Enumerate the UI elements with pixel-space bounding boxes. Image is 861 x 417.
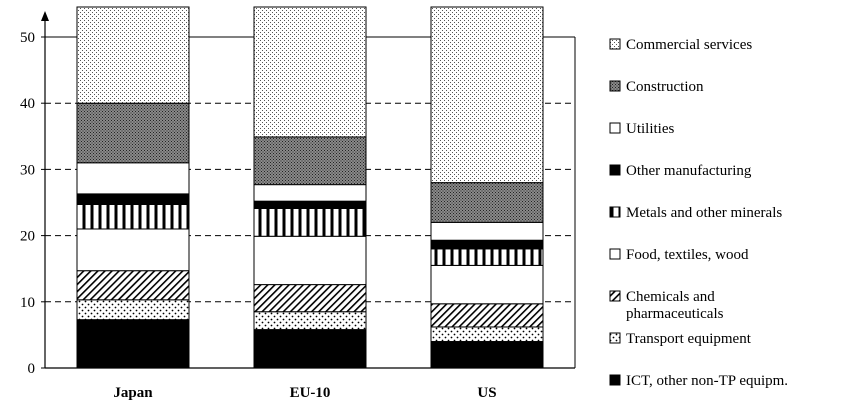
bar-segment-japan-ict-other-non-tp-equipm [76,319,190,369]
bar-segment-japan-commercial-services [76,6,190,104]
legend-swatch-other-manufacturing [609,164,621,176]
bar-segment-japan-food-textiles-wood [76,228,190,272]
legend-swatch-chemicals-and-pharmaceuticals [609,290,621,302]
legend-label-other-manufacturing: Other manufacturing [626,163,752,179]
legend-swatch-transport-equipment [609,332,621,344]
bar-segment-us-ict-other-non-tp-equipm [430,341,544,369]
y-tick-label-50: 50 [20,30,35,46]
bar-segment-japan-metals-and-other-minerals [76,203,190,230]
bar-segment-eu-10-other-manufacturing [253,200,367,209]
legend-label-ict-other-non-tp-equipm: ICT, other non-TP equipm. [626,373,788,389]
y-tick-label-0: 0 [28,361,36,377]
y-axis-arrow [41,11,49,21]
y-tick-label-10: 10 [20,295,35,311]
legend-swatch-commercial-services [609,38,621,50]
bar-segment-us-food-textiles-wood [430,264,544,305]
bar-segment-eu-10-utilities [253,184,367,202]
legend-label-commercial-services: Commercial services [626,37,752,53]
bar-segment-eu-10-metals-and-other-minerals [253,207,367,237]
y-tick-label-40: 40 [20,96,35,112]
bar-segment-eu-10-food-textiles-wood [253,235,367,286]
bar-segment-japan-other-manufacturing [76,193,190,205]
legend: Commercial services Construction Utilities… [609,37,788,389]
category-label-japan: Japan [113,385,153,401]
bar-segment-eu-10-construction [253,136,367,186]
bar-segment-japan-transport-equipment [76,299,190,321]
category-label-us: US [477,385,496,401]
axes: Japan EU-10 US 0 10 20 30 40 50 [20,11,576,401]
bar-segment-us-construction [430,182,544,223]
y-tick-label-30: 30 [20,162,35,178]
category-label-eu-10: EU-10 [290,385,331,401]
bar-segment-us-metals-and-other-minerals [430,248,544,266]
bar-segment-us-commercial-services [430,6,544,184]
legend-label-transport-equipment: Transport equipment [626,331,752,347]
bar-segment-eu-10-transport-equipment [253,311,367,331]
legend-label-utilities: Utilities [626,121,674,137]
legend-label-construction: Construction [626,79,704,95]
bar-segment-us-utilities [430,221,544,241]
legend-swatch-ict-other-non-tp-equipm [609,374,621,386]
bar-segment-eu-10-commercial-services [253,6,367,138]
y-tick-label-20: 20 [20,229,35,245]
legend-swatch-metals-and-other-minerals [609,206,621,218]
bar-segment-us-chemicals-and-pharmaceuticals [430,303,544,328]
legend-swatch-food-textiles-wood [609,248,621,260]
bar-segment-japan-utilities [76,162,190,195]
bar-segment-us-transport-equipment [430,326,544,343]
legend-swatch-construction [609,80,621,92]
legend-label-food-textiles-wood: Food, textiles, wood [626,247,749,263]
legend-label-metals-and-other-minerals: Metals and other minerals [626,205,782,221]
bar-segment-japan-chemicals-and-pharmaceuticals [76,270,190,301]
legend-swatch-utilities [609,122,621,134]
bar-segment-japan-construction [76,102,190,164]
bar-segment-eu-10-chemicals-and-pharmaceuticals [253,284,367,313]
legend-label-chemicals-and-pharmaceuticals: Chemicals and pharmaceuticals [626,289,724,322]
bars [76,6,544,369]
bar-segment-eu-10-ict-other-non-tp-equipm [253,329,367,369]
bar-segment-us-other-manufacturing [430,239,544,250]
